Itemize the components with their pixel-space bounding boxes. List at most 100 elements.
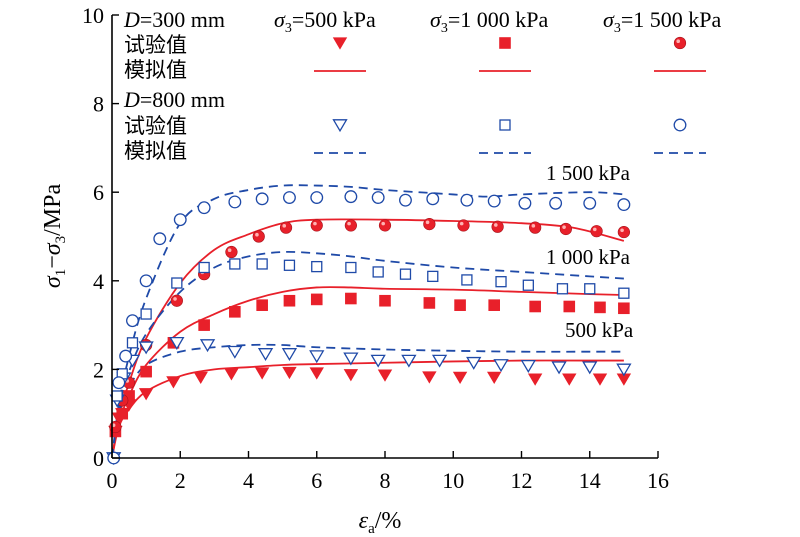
data-point — [493, 359, 509, 373]
x-axis-title: εa/% — [359, 508, 402, 537]
data-point-highlight — [531, 224, 536, 228]
x-tick-label: 4 — [243, 468, 254, 493]
data-point — [594, 301, 606, 314]
data-point — [431, 354, 448, 368]
series-markers-5 — [107, 190, 631, 465]
data-point — [310, 293, 323, 306]
data-point — [171, 277, 183, 289]
data-point — [138, 388, 154, 401]
data-point — [520, 360, 536, 373]
x-tick-label: 6 — [311, 468, 322, 493]
legend-marker-800 — [332, 119, 348, 133]
data-point — [138, 341, 154, 355]
data-point — [310, 219, 323, 232]
series-markers-2 — [109, 217, 630, 434]
data-point — [283, 191, 296, 204]
data-point — [563, 300, 576, 313]
series-markers-4 — [111, 258, 630, 402]
data-point — [377, 369, 393, 382]
data-point — [371, 191, 385, 204]
data-point — [487, 194, 501, 208]
legend-group-800: D=800 mm — [123, 87, 225, 112]
data-point — [153, 232, 167, 246]
plot-area — [111, 184, 625, 459]
data-point — [551, 361, 567, 375]
data-point — [111, 390, 123, 402]
data-point — [282, 366, 297, 380]
legend-marker-300 — [332, 37, 348, 50]
data-point — [617, 198, 631, 212]
data-point — [257, 348, 274, 362]
legend-col-500: σ3=500 kPa — [274, 7, 376, 36]
data-point — [198, 261, 210, 274]
data-point — [173, 213, 187, 227]
curve-label-1000: 1 000 kPa — [546, 245, 631, 269]
data-point — [556, 283, 569, 295]
data-point-highlight — [425, 220, 430, 225]
data-point — [344, 190, 358, 204]
data-point — [454, 299, 466, 311]
data-point — [427, 270, 439, 283]
data-point — [254, 367, 270, 380]
x-tick-label: 16 — [647, 468, 669, 493]
data-point — [617, 225, 630, 239]
y-ticks: 0 2 4 6 8 10 — [82, 3, 119, 471]
data-point — [618, 287, 630, 299]
data-point-highlight — [459, 221, 464, 226]
legend-group-300: D=300 mm — [123, 7, 225, 32]
legend-row-test-800: 试验值 — [124, 114, 187, 138]
legend-marker-800 — [673, 118, 687, 132]
legend-row-test-300: 试验值 — [124, 33, 187, 57]
data-point — [549, 196, 563, 210]
data-point — [370, 354, 386, 368]
data-point — [583, 196, 597, 210]
data-point — [126, 314, 139, 328]
y-tick-label: 8 — [93, 92, 104, 117]
data-point — [256, 299, 268, 311]
x-tick-label: 8 — [380, 468, 391, 493]
data-point — [562, 373, 577, 386]
data-point — [452, 371, 468, 385]
data-point — [466, 356, 482, 370]
y-tick-label: 4 — [93, 269, 104, 294]
data-point — [344, 219, 357, 232]
data-point — [559, 222, 572, 236]
x-tick-label: 12 — [511, 468, 533, 493]
data-point — [116, 407, 129, 420]
legend-col-1500: σ3=1 500 kPa — [603, 7, 722, 36]
data-point — [252, 230, 265, 243]
x-tick-label: 10 — [442, 468, 464, 493]
data-point — [126, 337, 139, 349]
legend-row-sim-300: 模拟值 — [124, 58, 187, 82]
curve-label-500: 500 kPa — [565, 318, 634, 342]
y-axis-title: σ1−σ3/MPa — [40, 184, 69, 289]
data-point — [487, 371, 502, 385]
data-point — [518, 196, 532, 210]
x-tick-label: 2 — [175, 468, 186, 493]
data-point — [378, 219, 392, 232]
data-point — [255, 192, 269, 206]
legend-marker-800 — [499, 119, 511, 131]
data-point — [527, 373, 543, 386]
data-point-highlight — [227, 248, 232, 253]
legend-marker-300 — [499, 37, 511, 49]
data-point — [229, 306, 241, 318]
data-point — [228, 195, 242, 209]
data-point — [426, 192, 440, 206]
data-point — [423, 297, 436, 309]
series-line-10 — [111, 250, 624, 459]
series-line-11 — [111, 184, 624, 459]
data-point-highlight — [620, 228, 624, 233]
data-point — [422, 371, 437, 384]
data-point — [198, 319, 210, 331]
x-tick-label: 14 — [579, 468, 601, 493]
data-point — [343, 369, 359, 382]
y-tick-label: 2 — [93, 357, 104, 382]
data-point — [522, 279, 534, 291]
data-point — [345, 292, 357, 305]
series-markers-0 — [108, 366, 632, 439]
y-tick-label: 10 — [82, 3, 104, 28]
series-line-7 — [111, 286, 624, 459]
series-markers-1 — [109, 292, 630, 438]
